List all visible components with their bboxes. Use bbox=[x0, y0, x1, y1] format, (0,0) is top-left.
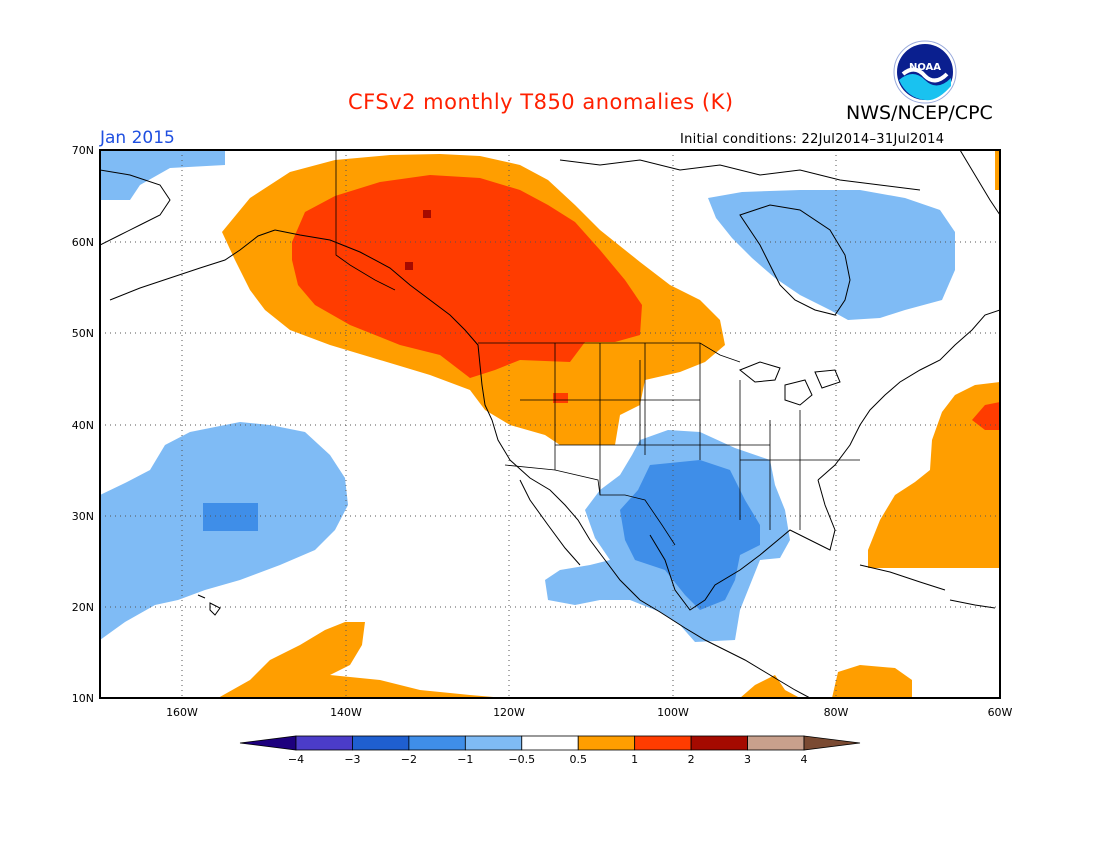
colorbar-segment bbox=[239, 735, 297, 751]
hot-spot bbox=[423, 210, 431, 218]
colorbar-segment bbox=[521, 735, 579, 751]
colorbar-segment bbox=[634, 735, 692, 751]
map-frame bbox=[99, 149, 1001, 699]
hot-spot bbox=[405, 262, 413, 270]
colorbar-label: 3 bbox=[744, 753, 751, 766]
lat-label: 20N bbox=[72, 601, 94, 614]
colorbar-segment bbox=[464, 735, 523, 751]
colorbar-segment bbox=[690, 735, 748, 751]
lat-label: 30N bbox=[72, 510, 94, 523]
warm-core-northwest bbox=[292, 175, 642, 378]
colorbar-segment bbox=[408, 735, 466, 751]
colorbar-label: 2 bbox=[688, 753, 695, 766]
lon-label: 80W bbox=[824, 706, 849, 719]
colorbar-label: −2 bbox=[401, 753, 417, 766]
cold-core-pacific bbox=[203, 503, 258, 531]
cold-core-south bbox=[620, 460, 760, 610]
lon-label: 60W bbox=[988, 706, 1013, 719]
initial-conditions: Initial conditions: 22Jul2014–31Jul2014 bbox=[680, 132, 945, 147]
map-title: CFSv2 monthly T850 anomalies (K) bbox=[348, 90, 734, 114]
lat-label: 70N bbox=[72, 144, 94, 157]
colorbar-label: −3 bbox=[344, 753, 360, 766]
warm-anomaly-colombia bbox=[832, 665, 912, 698]
forecast-month: Jan 2015 bbox=[100, 128, 175, 148]
lat-label: 10N bbox=[72, 692, 94, 705]
colorbar-segment bbox=[352, 735, 410, 751]
warm-anomaly-caribbean bbox=[740, 675, 800, 698]
noaa-logo-text: NOAA bbox=[909, 62, 941, 73]
colorbar-segment bbox=[295, 735, 353, 751]
latitude-labels: 70N 60N 50N 40N 30N 20N 10N bbox=[72, 144, 94, 705]
colorbar-label: −1 bbox=[457, 753, 473, 766]
colorbar-label: 1 bbox=[631, 753, 638, 766]
lat-label: 50N bbox=[72, 327, 94, 340]
warm-anomaly-ne-corner bbox=[995, 150, 1000, 190]
warm-anomaly-south-pacific bbox=[218, 622, 505, 698]
anomaly-fields bbox=[100, 150, 1000, 698]
lon-label: 140W bbox=[330, 706, 362, 719]
lon-label: 120W bbox=[493, 706, 525, 719]
political-borders bbox=[335, 150, 860, 546]
coastlines bbox=[100, 150, 1000, 698]
cold-anomaly-hudson bbox=[708, 190, 955, 320]
colorbar-segment bbox=[747, 735, 805, 751]
colorbar: −4 −3 −2 −1 −0.5 0.5 1 2 3 4 bbox=[239, 735, 861, 766]
colorbar-label: −4 bbox=[288, 753, 304, 766]
warm-spot bbox=[553, 393, 568, 403]
lat-label: 40N bbox=[72, 419, 94, 432]
lon-label: 100W bbox=[657, 706, 689, 719]
colorbar-segment bbox=[803, 735, 861, 751]
warm-core-atlantic bbox=[972, 402, 1000, 430]
lat-label: 60N bbox=[72, 236, 94, 249]
agency-label: NWS/NCEP/CPC bbox=[846, 102, 993, 124]
longitude-labels: 160W 140W 120W 100W 80W 60W bbox=[166, 706, 1012, 719]
lon-label: 160W bbox=[166, 706, 198, 719]
cold-anomaly-corner bbox=[100, 150, 225, 200]
warm-anomaly-atlantic bbox=[868, 382, 1000, 568]
colorbar-segment bbox=[577, 735, 636, 751]
noaa-logo: NOAA bbox=[893, 40, 957, 104]
colorbar-label: 4 bbox=[801, 753, 808, 766]
colorbar-label: −0.5 bbox=[508, 753, 535, 766]
colorbar-label: 0.5 bbox=[569, 753, 587, 766]
